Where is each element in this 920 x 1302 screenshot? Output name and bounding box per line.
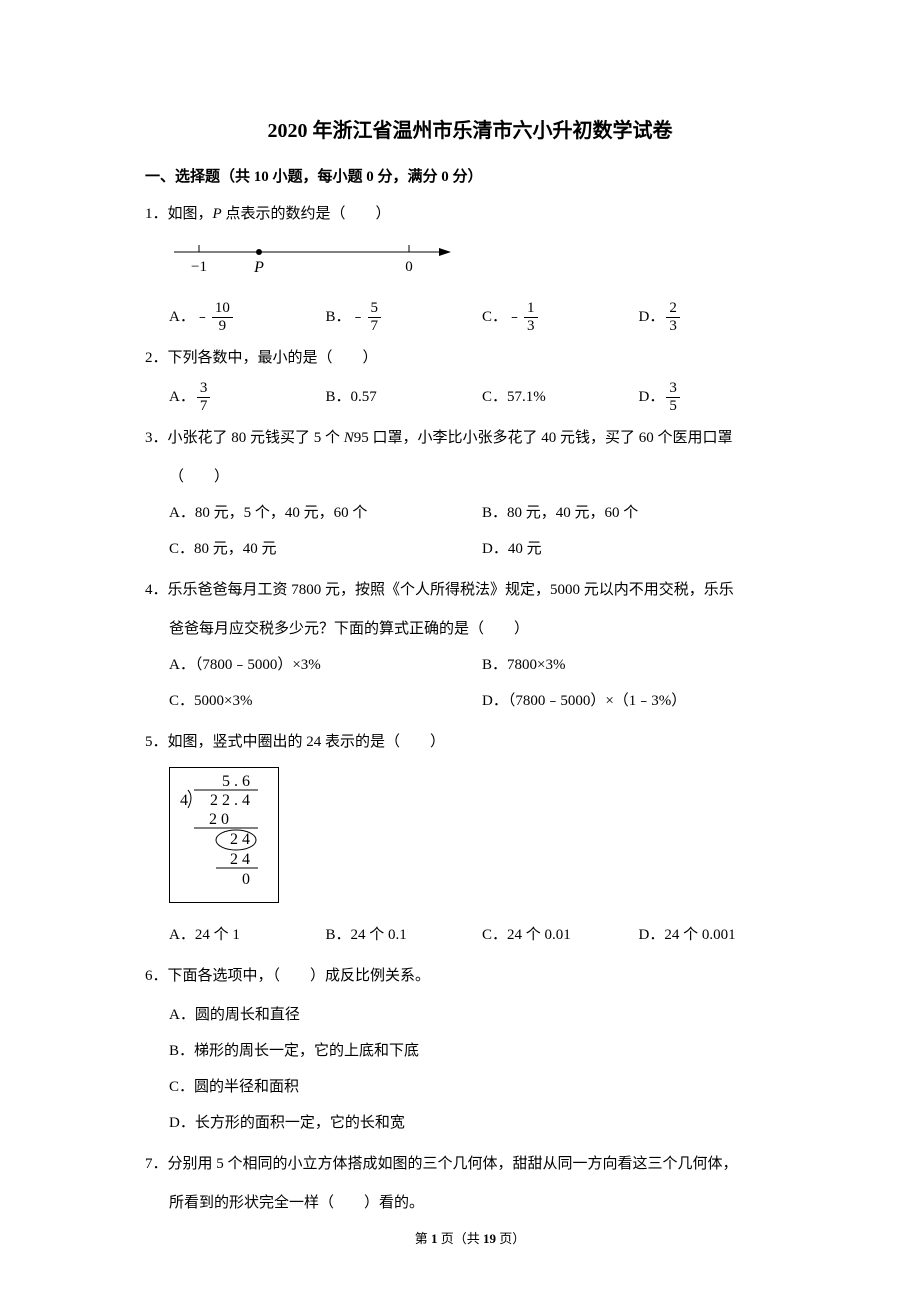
footer-pre: 第: [415, 1231, 431, 1246]
q5-option-c: C．24 个 0.01: [482, 917, 639, 953]
q5-options: A．24 个 1 B．24 个 0.1 C．24 个 0.01 D．24 个 0…: [145, 917, 795, 953]
q3-option-c: C．80 元，40 元: [169, 531, 482, 567]
svg-text:P: P: [253, 259, 264, 276]
q4-option-a: A．（7800﹣5000）×3%: [169, 647, 482, 683]
question-7: 7．分别用 5 个相同的小立方体搭成如图的三个几何体，甜甜从同一方向看这三个几何…: [145, 1149, 795, 1221]
q3-option-b: B．80 元，40 元，60 个: [482, 495, 795, 531]
q3-line1-pre: 3．小张花了 80 元钱买了 5 个: [145, 430, 344, 446]
footer-mid: 页（共: [437, 1231, 483, 1246]
footer-post: 页）: [496, 1231, 525, 1246]
question-3: 3．小张花了 80 元钱买了 5 个 N95 口罩，小李比小张多花了 40 元钱…: [145, 423, 795, 567]
q1-d-frac: 23: [666, 301, 680, 334]
q4-line2: 爸爸每月应交税多少元？下面的算式正确的是（ ）: [145, 611, 795, 647]
q6-options: A．圆的周长和直径 B．梯形的周长一定，它的上底和下底 C．圆的半径和面积 D．…: [145, 997, 795, 1141]
q1-option-c: C．﹣ 13: [482, 299, 639, 335]
q6-text: 6．下面各选项中，（ ）成反比例关系。: [145, 961, 795, 991]
q1-c-frac: 13: [524, 301, 538, 334]
question-2: 2．下列各数中，最小的是（ ） A． 37 B．0.57 C．57.1% D． …: [145, 343, 795, 415]
q3-line1-italic: N: [344, 430, 354, 446]
svg-text:2 4: 2 4: [230, 851, 250, 868]
q2-a-frac: 37: [197, 381, 211, 414]
footer-total: 19: [483, 1231, 496, 1246]
q4-option-c: C．5000×3%: [169, 683, 482, 719]
q1-italic: P: [213, 206, 222, 222]
number-line: −1 P 0: [169, 237, 795, 287]
q6-option-d: D．长方形的面积一定，它的长和宽: [169, 1105, 795, 1141]
q3-options: A．80 元，5 个，40 元，60 个 B．80 元，40 元，60 个 C．…: [145, 495, 795, 567]
svg-text:4: 4: [180, 792, 188, 809]
q1-a-frac: 109: [212, 301, 233, 334]
q1-option-a: A．﹣ 109: [169, 299, 326, 335]
q1-option-b: B．﹣ 57: [326, 299, 483, 335]
q3-line2: （ ）: [145, 459, 795, 495]
svg-text:2 4: 2 4: [230, 831, 250, 848]
q1-a-label: A．﹣: [169, 299, 210, 335]
q2-option-c: C．57.1%: [482, 379, 639, 415]
q3-option-a: A．80 元，5 个，40 元，60 个: [169, 495, 482, 531]
q2-option-d: D． 35: [639, 379, 796, 415]
q4-option-b: B．7800×3%: [482, 647, 795, 683]
q7-line1: 7．分别用 5 个相同的小立方体搭成如图的三个几何体，甜甜从同一方向看这三个几何…: [145, 1149, 795, 1179]
page-footer: 第 1 页（共 19 页）: [145, 1229, 795, 1250]
q1-b-frac: 57: [368, 301, 382, 334]
q6-option-c: C．圆的半径和面积: [169, 1069, 795, 1105]
question-4: 4．乐乐爸爸每月工资 7800 元，按照《个人所得税法》规定，5000 元以内不…: [145, 575, 795, 719]
exam-title: 2020 年浙江省温州市乐清市六小升初数学试卷: [145, 115, 795, 147]
q1-text: 1．如图，P 点表示的数约是（ ）: [145, 199, 795, 229]
svg-text:5 . 6: 5 . 6: [222, 773, 250, 790]
q2-a-label: A．: [169, 379, 195, 415]
q2-options: A． 37 B．0.57 C．57.1% D． 35: [145, 379, 795, 415]
svg-text:−1: −1: [191, 259, 207, 275]
q2-d-label: D．: [639, 379, 665, 415]
q6-option-b: B．梯形的周长一定，它的上底和下底: [169, 1033, 795, 1069]
q4-option-d: D．（7800﹣5000）×（1﹣3%）: [482, 683, 795, 719]
long-division: 5 . 6 4 2 2 . 4 2 0 2 4 2 4 0: [169, 767, 279, 903]
q5-option-d: D．24 个 0.001: [639, 917, 796, 953]
q1-c-label: C．﹣: [482, 299, 522, 335]
q2-d-frac: 35: [666, 381, 680, 414]
svg-text:2 0: 2 0: [209, 811, 229, 828]
q3-option-d: D．40 元: [482, 531, 795, 567]
q1-post: 点表示的数约是（ ）: [222, 206, 391, 222]
question-1: 1．如图，P 点表示的数约是（ ） −1 P 0 A．﹣ 109 B．﹣ 57 …: [145, 199, 795, 335]
q7-line2: 所看到的形状完全一样（ ）看的。: [145, 1185, 795, 1221]
svg-text:0: 0: [242, 871, 250, 888]
q5-text: 5．如图，竖式中圈出的 24 表示的是（ ）: [145, 727, 795, 757]
q1-option-d: D． 23: [639, 299, 796, 335]
q2-text: 2．下列各数中，最小的是（ ）: [145, 343, 795, 373]
q3-text: 3．小张花了 80 元钱买了 5 个 N95 口罩，小李比小张多花了 40 元钱…: [145, 423, 795, 453]
q1-d-label: D．: [639, 299, 665, 335]
q1-b-label: B．﹣: [326, 299, 366, 335]
question-6: 6．下面各选项中，（ ）成反比例关系。 A．圆的周长和直径 B．梯形的周长一定，…: [145, 961, 795, 1141]
q4-line1: 4．乐乐爸爸每月工资 7800 元，按照《个人所得税法》规定，5000 元以内不…: [145, 575, 795, 605]
q6-option-a: A．圆的周长和直径: [169, 997, 795, 1033]
q3-line1-post: 95 口罩，小李比小张多花了 40 元钱，买了 60 个医用口罩: [354, 430, 733, 446]
svg-text:0: 0: [405, 259, 413, 275]
q4-options: A．（7800﹣5000）×3% B．7800×3% C．5000×3% D．（…: [145, 647, 795, 719]
q2-option-a: A． 37: [169, 379, 326, 415]
section-header: 一、选择题（共 10 小题，每小题 0 分，满分 0 分）: [145, 165, 795, 189]
svg-text:2 2 . 4: 2 2 . 4: [210, 792, 250, 809]
q1-options: A．﹣ 109 B．﹣ 57 C．﹣ 13 D． 23: [145, 299, 795, 335]
q2-option-b: B．0.57: [326, 379, 483, 415]
q5-option-a: A．24 个 1: [169, 917, 326, 953]
q1-pre: 1．如图，: [145, 206, 213, 222]
question-5: 5．如图，竖式中圈出的 24 表示的是（ ） 5 . 6 4 2 2 . 4 2…: [145, 727, 795, 953]
q5-option-b: B．24 个 0.1: [326, 917, 483, 953]
